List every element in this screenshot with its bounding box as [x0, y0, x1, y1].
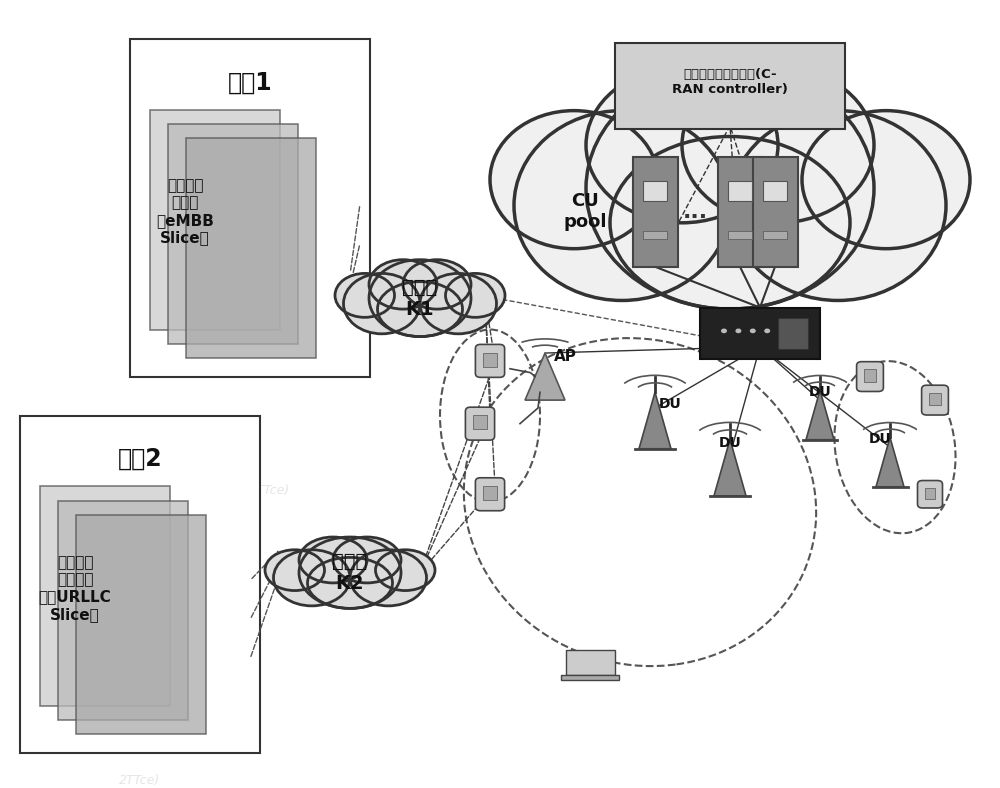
Text: 超可靠、
低时延通
信（URLLC
Slice）: 超可靠、 低时延通 信（URLLC Slice） [39, 555, 111, 622]
Text: ...: ... [682, 202, 708, 222]
FancyBboxPatch shape [643, 232, 667, 240]
Ellipse shape [802, 110, 970, 249]
Text: DU: DU [869, 433, 891, 446]
FancyBboxPatch shape [763, 181, 787, 201]
Polygon shape [876, 437, 904, 487]
Ellipse shape [369, 260, 437, 309]
Ellipse shape [350, 550, 426, 606]
FancyBboxPatch shape [728, 232, 752, 240]
FancyBboxPatch shape [857, 362, 883, 392]
FancyBboxPatch shape [76, 515, 206, 734]
Ellipse shape [333, 537, 401, 583]
FancyBboxPatch shape [700, 308, 820, 359]
Polygon shape [714, 440, 746, 496]
FancyBboxPatch shape [615, 43, 845, 129]
Ellipse shape [446, 273, 505, 318]
Ellipse shape [308, 557, 392, 608]
Polygon shape [639, 392, 671, 448]
FancyBboxPatch shape [483, 353, 497, 366]
Ellipse shape [335, 273, 394, 318]
FancyBboxPatch shape [483, 486, 497, 500]
Ellipse shape [403, 260, 471, 309]
FancyBboxPatch shape [465, 407, 495, 440]
FancyBboxPatch shape [473, 415, 487, 429]
FancyBboxPatch shape [925, 488, 935, 499]
Text: 增强型移
动宽带
（eMBB
Slice）: 增强型移 动宽带 （eMBB Slice） [156, 178, 214, 245]
Ellipse shape [514, 110, 730, 300]
FancyBboxPatch shape [150, 110, 280, 329]
Text: DU: DU [719, 437, 741, 450]
Ellipse shape [610, 136, 850, 309]
FancyBboxPatch shape [643, 181, 667, 201]
Ellipse shape [376, 550, 435, 590]
FancyBboxPatch shape [922, 385, 948, 415]
FancyBboxPatch shape [918, 481, 943, 508]
Ellipse shape [344, 273, 420, 334]
Ellipse shape [265, 550, 324, 590]
Ellipse shape [586, 68, 874, 309]
Ellipse shape [378, 281, 462, 336]
Polygon shape [525, 353, 565, 400]
Circle shape [735, 329, 741, 333]
Text: 用户集
K2: 用户集 K2 [332, 552, 368, 593]
Circle shape [750, 329, 756, 333]
Text: CU
pool: CU pool [563, 192, 607, 231]
Text: DU: DU [659, 397, 681, 411]
FancyBboxPatch shape [864, 370, 876, 381]
Text: 租户1: 租户1 [228, 71, 272, 95]
FancyBboxPatch shape [168, 124, 298, 344]
Text: AP: AP [554, 349, 576, 365]
Ellipse shape [299, 537, 367, 583]
Polygon shape [806, 390, 834, 440]
Ellipse shape [730, 110, 946, 300]
Circle shape [764, 329, 770, 333]
FancyBboxPatch shape [763, 232, 787, 240]
Text: 2TTce): 2TTce) [119, 774, 161, 787]
Ellipse shape [299, 537, 401, 608]
FancyBboxPatch shape [186, 138, 316, 358]
Text: 2TTce): 2TTce) [249, 484, 291, 496]
Text: 云无线接入网控制器(C-
RAN controller): 云无线接入网控制器(C- RAN controller) [672, 69, 788, 96]
Ellipse shape [274, 550, 350, 606]
Text: 用户集
K1: 用户集 K1 [402, 277, 438, 318]
Ellipse shape [586, 68, 778, 223]
Ellipse shape [369, 260, 471, 336]
FancyBboxPatch shape [20, 416, 260, 753]
Ellipse shape [420, 273, 496, 334]
FancyBboxPatch shape [753, 157, 798, 267]
FancyBboxPatch shape [728, 181, 752, 201]
Ellipse shape [490, 110, 658, 249]
Text: 租户2: 租户2 [118, 447, 162, 471]
FancyBboxPatch shape [929, 393, 941, 405]
Ellipse shape [682, 68, 874, 223]
FancyBboxPatch shape [778, 318, 808, 349]
Circle shape [779, 329, 785, 333]
FancyBboxPatch shape [633, 157, 678, 267]
Circle shape [721, 329, 727, 333]
FancyBboxPatch shape [475, 478, 505, 511]
FancyBboxPatch shape [566, 650, 614, 675]
FancyBboxPatch shape [130, 39, 370, 377]
FancyBboxPatch shape [561, 675, 619, 680]
FancyBboxPatch shape [475, 344, 505, 377]
FancyBboxPatch shape [58, 500, 188, 720]
FancyBboxPatch shape [40, 486, 170, 706]
Text: DU: DU [809, 385, 831, 400]
FancyBboxPatch shape [718, 157, 763, 267]
